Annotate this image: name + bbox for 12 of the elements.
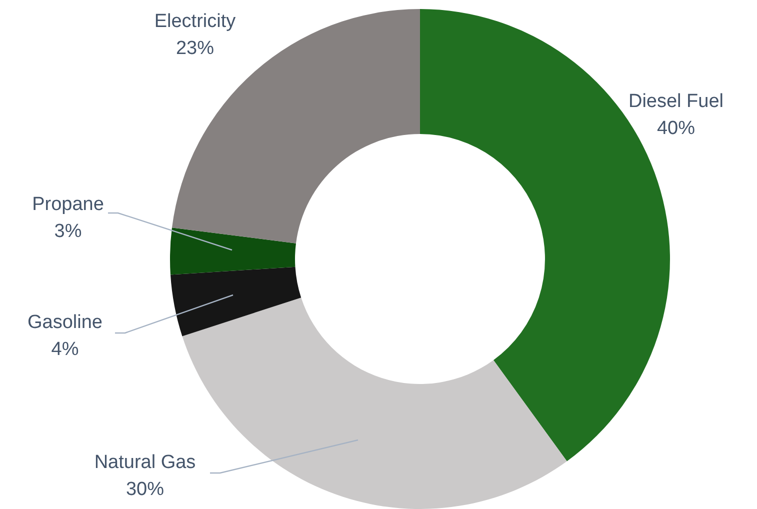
slice-label: Diesel Fuel	[628, 91, 724, 112]
data-label: 30%	[126, 479, 164, 500]
slice-label: Electricity	[154, 11, 236, 32]
slice-label: Natural Gas	[94, 452, 196, 473]
donut-slice	[170, 228, 296, 275]
data-label: 40%	[656, 118, 696, 139]
donut-slice	[170, 266, 302, 336]
slice-label: Gasoline	[28, 312, 102, 333]
slice-label: Propane	[32, 194, 104, 215]
data-label: 4%	[51, 339, 79, 360]
data-label: 3%	[54, 221, 82, 242]
data-label: 23%	[176, 38, 214, 59]
